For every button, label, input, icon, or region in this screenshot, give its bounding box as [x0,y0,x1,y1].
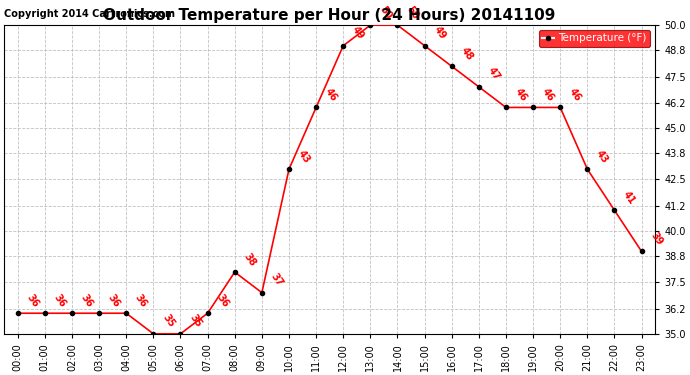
Text: 37: 37 [269,272,285,288]
Text: 48: 48 [459,45,475,62]
Text: 43: 43 [296,148,312,165]
Text: 47: 47 [486,66,502,83]
Text: 46: 46 [323,87,339,103]
Text: 41: 41 [622,189,638,206]
Text: 43: 43 [594,148,610,165]
Legend: Temperature (°F): Temperature (°F) [539,30,650,46]
Text: 35: 35 [160,313,176,330]
Title: Outdoor Temperature per Hour (24 Hours) 20141109: Outdoor Temperature per Hour (24 Hours) … [104,8,556,22]
Text: 36: 36 [133,292,149,309]
Text: 49: 49 [351,25,366,42]
Text: 39: 39 [649,231,664,248]
Text: 36: 36 [79,292,95,309]
Text: 50: 50 [377,4,393,21]
Text: 36: 36 [106,292,122,309]
Text: 35: 35 [188,313,204,330]
Text: 46: 46 [540,87,556,103]
Text: 50: 50 [404,4,420,21]
Text: 46: 46 [567,87,583,103]
Text: 49: 49 [431,25,448,42]
Text: 36: 36 [215,292,230,309]
Text: 36: 36 [52,292,68,309]
Text: 36: 36 [25,292,41,309]
Text: 46: 46 [513,87,529,103]
Text: 38: 38 [241,251,257,268]
Text: Copyright 2014 Cartronics.com: Copyright 2014 Cartronics.com [4,9,175,19]
